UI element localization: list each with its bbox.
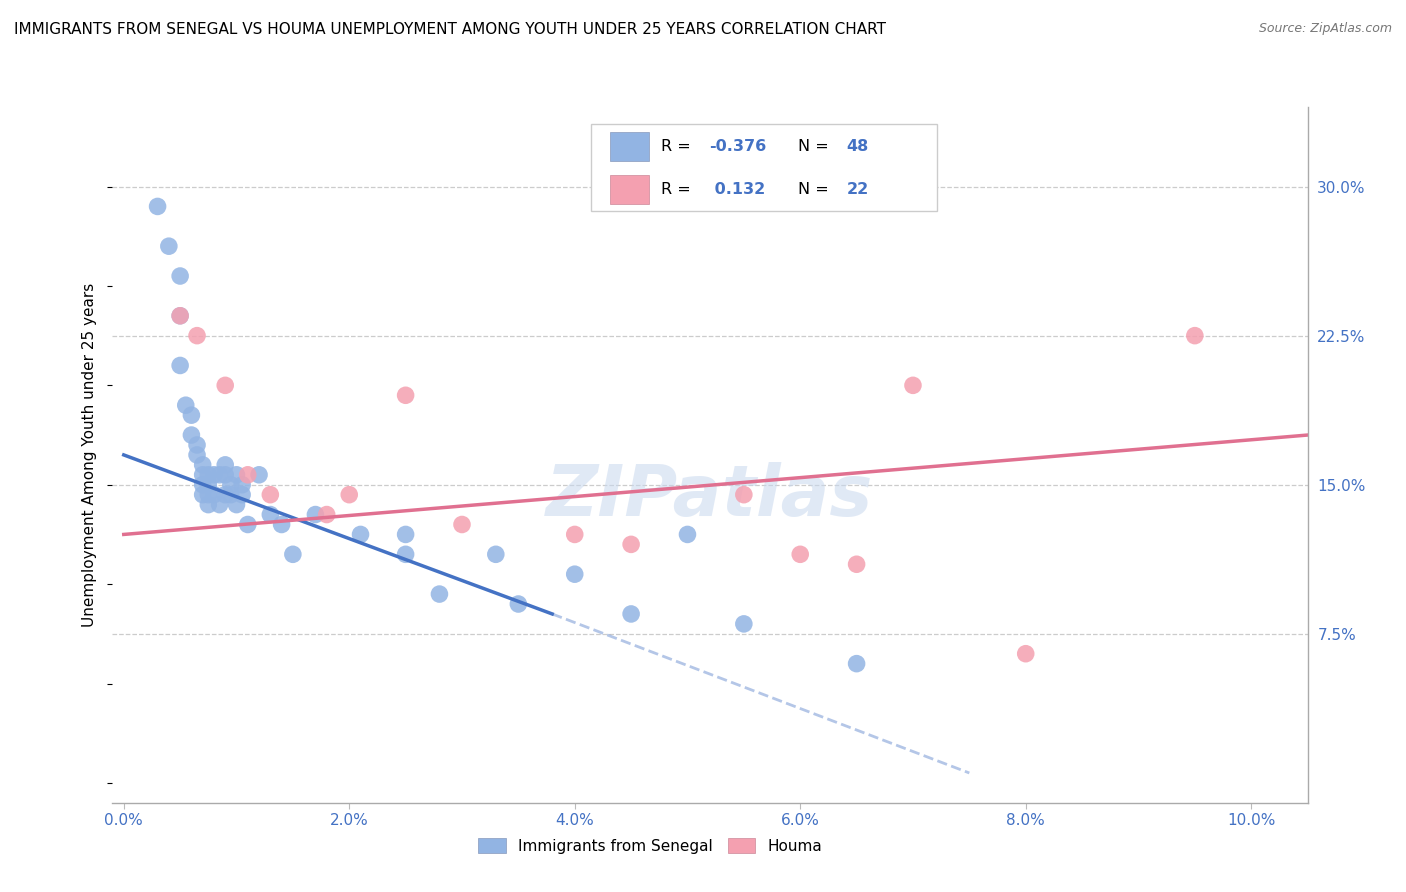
Y-axis label: Unemployment Among Youth under 25 years: Unemployment Among Youth under 25 years — [82, 283, 97, 627]
Point — [508, 597, 530, 611]
Point — [845, 657, 868, 671]
Point — [174, 398, 197, 412]
Point — [315, 508, 337, 522]
Point — [197, 488, 219, 502]
Point — [169, 268, 191, 283]
Text: -0.376: -0.376 — [709, 138, 766, 153]
Point — [219, 477, 242, 491]
Point — [733, 616, 755, 631]
Legend: Immigrants from Senegal, Houma: Immigrants from Senegal, Houma — [471, 830, 830, 862]
Point — [169, 359, 191, 373]
Point — [186, 438, 208, 452]
Point — [451, 517, 474, 532]
Text: N =: N = — [799, 138, 834, 153]
Point — [191, 477, 214, 491]
Point — [231, 477, 253, 491]
Point — [337, 488, 360, 502]
Point — [197, 467, 219, 482]
Point — [219, 488, 242, 502]
Point — [169, 309, 191, 323]
Point — [191, 467, 214, 482]
Point — [247, 467, 270, 482]
Point — [304, 508, 326, 522]
Point — [180, 408, 202, 422]
Text: ZIPatlas: ZIPatlas — [547, 462, 873, 531]
Point — [485, 547, 508, 561]
Point — [214, 458, 236, 472]
Point — [225, 467, 247, 482]
Text: N =: N = — [799, 182, 834, 197]
Point — [564, 567, 586, 582]
Text: 48: 48 — [846, 138, 869, 153]
Point — [146, 199, 169, 213]
Point — [733, 488, 755, 502]
Bar — [610, 175, 650, 204]
Point — [236, 517, 259, 532]
Point — [236, 467, 259, 482]
Point — [208, 498, 231, 512]
Point — [231, 488, 253, 502]
Point — [429, 587, 451, 601]
Point — [186, 448, 208, 462]
Point — [394, 527, 416, 541]
Point — [281, 547, 304, 561]
Point — [1015, 647, 1038, 661]
Point — [259, 508, 281, 522]
Text: R =: R = — [661, 138, 696, 153]
Point — [564, 527, 586, 541]
Point — [620, 537, 643, 551]
Point — [349, 527, 371, 541]
Text: R =: R = — [661, 182, 696, 197]
Point — [191, 488, 214, 502]
Point — [157, 239, 180, 253]
Point — [394, 388, 416, 402]
Text: 0.132: 0.132 — [709, 182, 765, 197]
Point — [208, 467, 231, 482]
Point — [202, 488, 225, 502]
Point — [214, 488, 236, 502]
Point — [191, 458, 214, 472]
Point — [394, 547, 416, 561]
Point — [180, 428, 202, 442]
Text: IMMIGRANTS FROM SENEGAL VS HOUMA UNEMPLOYMENT AMONG YOUTH UNDER 25 YEARS CORRELA: IMMIGRANTS FROM SENEGAL VS HOUMA UNEMPLO… — [14, 22, 886, 37]
Point — [620, 607, 643, 621]
Point — [259, 488, 281, 502]
Point — [169, 309, 191, 323]
Point — [225, 498, 247, 512]
Point — [901, 378, 924, 392]
Point — [789, 547, 811, 561]
Text: Source: ZipAtlas.com: Source: ZipAtlas.com — [1258, 22, 1392, 36]
Bar — [610, 131, 650, 161]
Text: 22: 22 — [846, 182, 869, 197]
Point — [202, 467, 225, 482]
Point — [270, 517, 292, 532]
Point — [214, 378, 236, 392]
Point — [1184, 328, 1206, 343]
Point — [197, 498, 219, 512]
FancyBboxPatch shape — [591, 124, 938, 211]
Point — [214, 467, 236, 482]
Point — [186, 328, 208, 343]
Point — [197, 477, 219, 491]
Point — [676, 527, 699, 541]
Point — [845, 558, 868, 572]
